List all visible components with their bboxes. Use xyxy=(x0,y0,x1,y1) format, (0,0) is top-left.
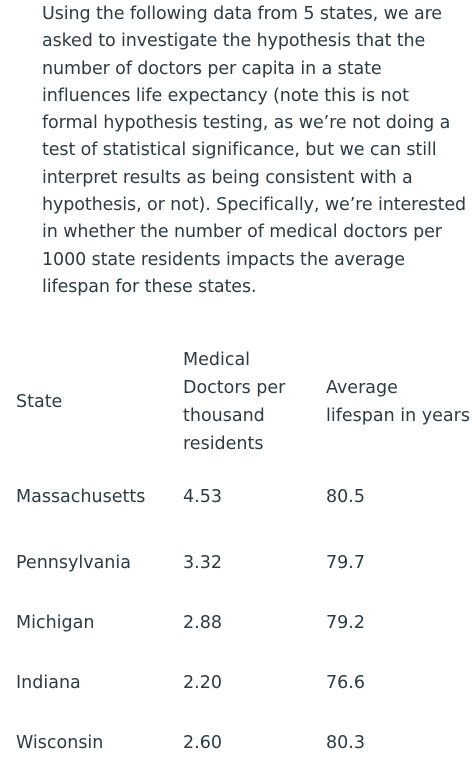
cell-lifespan: 79.7 xyxy=(326,553,365,573)
table-row: Michigan 2.88 79.2 xyxy=(16,590,472,650)
data-table: State Medical Doctors per thousand resid… xyxy=(16,346,472,770)
intro-paragraph: Using the following data from 5 states, … xyxy=(42,4,467,297)
cell-doctors: 2.20 xyxy=(183,673,222,693)
header-lifespan: Average lifespan in years xyxy=(326,378,470,426)
cell-state: Indiana xyxy=(16,673,81,693)
header-doctors: Medical Doctors per thousand residents xyxy=(183,350,286,454)
cell-doctors: 2.88 xyxy=(183,613,222,633)
cell-doctors: 2.60 xyxy=(183,733,222,753)
table-row: Pennsylvania 3.32 79.7 xyxy=(16,530,472,590)
table-header-row: State Medical Doctors per thousand resid… xyxy=(16,346,472,458)
table-row: Wisconsin 2.60 80.3 xyxy=(16,710,472,770)
cell-lifespan: 80.3 xyxy=(326,733,365,753)
table-row: Massachusetts 4.53 80.5 xyxy=(16,458,472,530)
cell-state: Michigan xyxy=(16,613,95,633)
header-state: State xyxy=(16,392,63,412)
cell-state: Pennsylvania xyxy=(16,553,131,573)
cell-lifespan: 76.6 xyxy=(326,673,365,693)
cell-doctors: 4.53 xyxy=(183,487,222,507)
cell-lifespan: 79.2 xyxy=(326,613,365,633)
cell-state: Wisconsin xyxy=(16,733,104,753)
cell-state: Massachusetts xyxy=(16,487,146,507)
cell-doctors: 3.32 xyxy=(183,553,222,573)
cell-lifespan: 80.5 xyxy=(326,487,365,507)
table-row: Indiana 2.20 76.6 xyxy=(16,650,472,710)
